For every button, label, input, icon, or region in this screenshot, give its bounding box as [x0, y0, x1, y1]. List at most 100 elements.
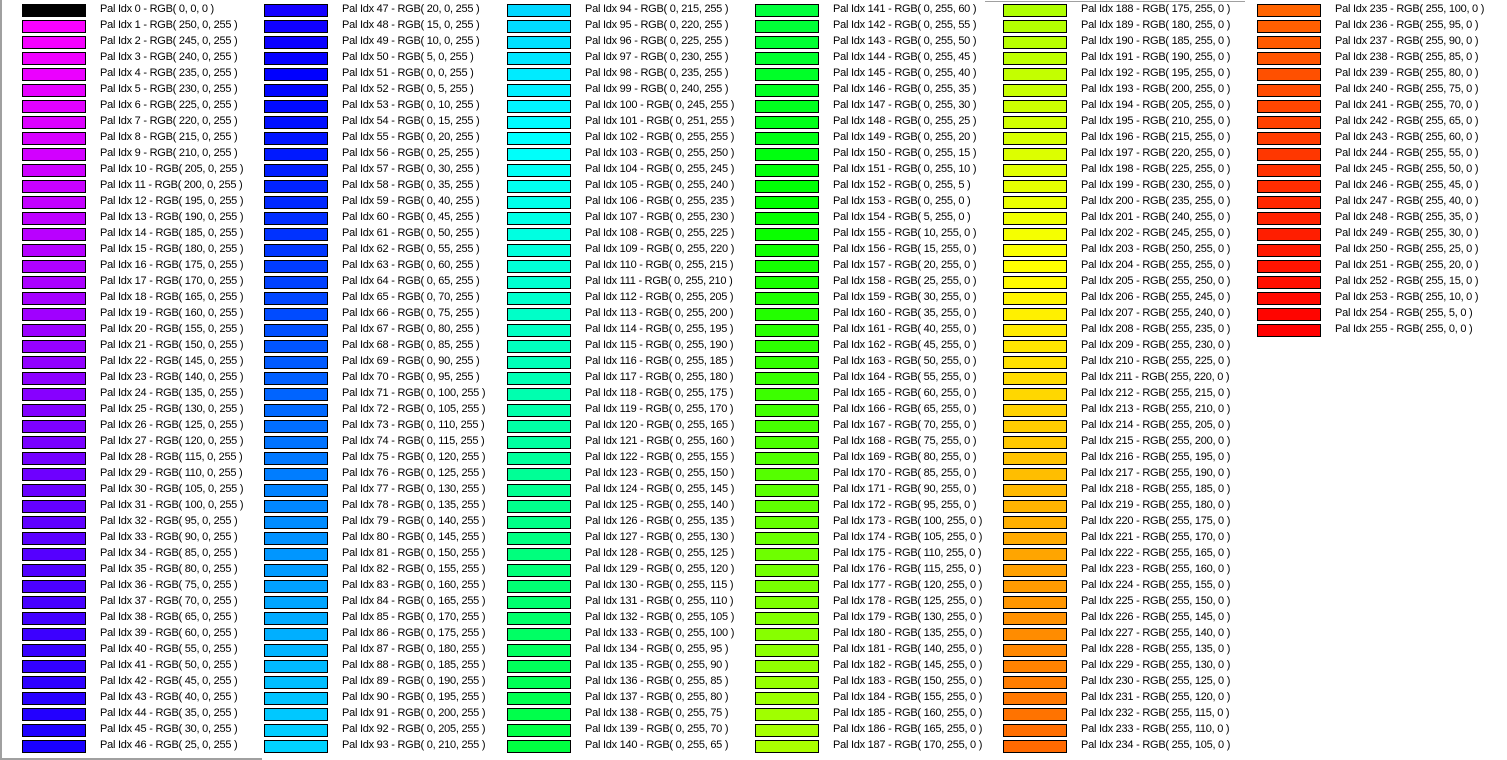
- palette-entry-label: Pal Idx 1 - RGB( 250, 0, 255 ): [100, 19, 238, 31]
- palette-entry-label: Pal Idx 249 - RGB( 255, 30, 0 ): [1335, 227, 1479, 239]
- palette-entry: Pal Idx 67 - RGB( 0, 80, 255 ): [264, 321, 512, 337]
- palette-entry-label: Pal Idx 85 - RGB( 0, 170, 255 ): [342, 611, 486, 623]
- palette-entry-label: Pal Idx 65 - RGB( 0, 70, 255 ): [342, 291, 480, 303]
- palette-entry-label: Pal Idx 231 - RGB( 255, 120, 0 ): [1081, 691, 1231, 703]
- palette-entry: Pal Idx 175 - RGB( 110, 255, 0 ): [755, 545, 1003, 561]
- color-swatch: [1003, 68, 1067, 81]
- palette-entry: Pal Idx 193 - RGB( 200, 255, 0 ): [1003, 81, 1251, 97]
- color-swatch: [755, 708, 819, 721]
- palette-entry: Pal Idx 207 - RGB( 255, 240, 0 ): [1003, 305, 1251, 321]
- palette-entry: Pal Idx 88 - RGB( 0, 185, 255 ): [264, 657, 512, 673]
- color-swatch: [264, 372, 328, 385]
- color-swatch: [1003, 532, 1067, 545]
- palette-entry-label: Pal Idx 93 - RGB( 0, 210, 255 ): [342, 739, 486, 751]
- palette-entry-label: Pal Idx 104 - RGB( 0, 255, 245 ): [585, 163, 735, 175]
- color-swatch: [1003, 196, 1067, 209]
- color-swatch: [755, 564, 819, 577]
- color-swatch: [507, 308, 571, 321]
- color-swatch: [22, 84, 86, 97]
- palette-entry: Pal Idx 55 - RGB( 0, 20, 255 ): [264, 129, 512, 145]
- palette-entry-label: Pal Idx 127 - RGB( 0, 255, 130 ): [585, 531, 735, 543]
- color-swatch: [22, 324, 86, 337]
- palette-entry-label: Pal Idx 235 - RGB( 255, 100, 0 ): [1335, 3, 1485, 15]
- palette-entry-label: Pal Idx 25 - RGB( 130, 0, 255 ): [100, 403, 244, 415]
- palette-entry: Pal Idx 242 - RGB( 255, 65, 0 ): [1257, 113, 1505, 129]
- palette-entry-label: Pal Idx 110 - RGB( 0, 255, 215 ): [585, 259, 734, 271]
- color-swatch: [507, 484, 571, 497]
- palette-entry-label: Pal Idx 253 - RGB( 255, 10, 0 ): [1335, 291, 1479, 303]
- palette-entry: Pal Idx 134 - RGB( 0, 255, 95 ): [507, 641, 755, 657]
- palette-entry: Pal Idx 230 - RGB( 255, 125, 0 ): [1003, 673, 1251, 689]
- palette-entry: Pal Idx 170 - RGB( 85, 255, 0 ): [755, 465, 1003, 481]
- color-swatch: [1003, 676, 1067, 689]
- color-swatch: [22, 180, 86, 193]
- color-swatch: [22, 404, 86, 417]
- palette-entry-label: Pal Idx 3 - RGB( 240, 0, 255 ): [100, 51, 238, 63]
- palette-entry: Pal Idx 105 - RGB( 0, 255, 240 ): [507, 177, 755, 193]
- palette-entry-label: Pal Idx 211 - RGB( 255, 220, 0 ): [1081, 371, 1230, 383]
- palette-entry: Pal Idx 11 - RGB( 200, 0, 255 ): [22, 177, 270, 193]
- color-swatch: [755, 644, 819, 657]
- color-swatch: [507, 580, 571, 593]
- palette-entry: Pal Idx 41 - RGB( 50, 0, 255 ): [22, 657, 270, 673]
- color-swatch: [755, 532, 819, 545]
- color-swatch: [264, 516, 328, 529]
- palette-entry-label: Pal Idx 185 - RGB( 160, 255, 0 ): [833, 707, 983, 719]
- palette-entry: Pal Idx 84 - RGB( 0, 165, 255 ): [264, 593, 512, 609]
- palette-entry-label: Pal Idx 136 - RGB( 0, 255, 85 ): [585, 675, 729, 687]
- palette-entry: Pal Idx 161 - RGB( 40, 255, 0 ): [755, 321, 1003, 337]
- color-swatch: [1257, 324, 1321, 337]
- palette-entry: Pal Idx 234 - RGB( 255, 105, 0 ): [1003, 737, 1251, 753]
- palette-entry-label: Pal Idx 109 - RGB( 0, 255, 220 ): [585, 243, 735, 255]
- palette-entry-label: Pal Idx 190 - RGB( 185, 255, 0 ): [1081, 35, 1231, 47]
- palette-entry: Pal Idx 106 - RGB( 0, 255, 235 ): [507, 193, 755, 209]
- palette-entry: Pal Idx 107 - RGB( 0, 255, 230 ): [507, 209, 755, 225]
- palette-entry: Pal Idx 247 - RGB( 255, 40, 0 ): [1257, 193, 1505, 209]
- palette-entry-label: Pal Idx 151 - RGB( 0, 255, 10 ): [833, 163, 977, 175]
- palette-entry: Pal Idx 31 - RGB( 100, 0, 255 ): [22, 497, 270, 513]
- color-swatch: [22, 20, 86, 33]
- palette-entry-label: Pal Idx 167 - RGB( 70, 255, 0 ): [833, 419, 977, 431]
- palette-entry: Pal Idx 142 - RGB( 0, 255, 55 ): [755, 17, 1003, 33]
- palette-entry: Pal Idx 212 - RGB( 255, 215, 0 ): [1003, 385, 1251, 401]
- color-swatch: [22, 692, 86, 705]
- palette-entry: Pal Idx 125 - RGB( 0, 255, 140 ): [507, 497, 755, 513]
- palette-entry-label: Pal Idx 236 - RGB( 255, 95, 0 ): [1335, 19, 1479, 31]
- color-swatch: [507, 4, 571, 17]
- palette-entry: Pal Idx 129 - RGB( 0, 255, 120 ): [507, 561, 755, 577]
- palette-entry: Pal Idx 34 - RGB( 85, 0, 255 ): [22, 545, 270, 561]
- palette-entry: Pal Idx 53 - RGB( 0, 10, 255 ): [264, 97, 512, 113]
- palette-entry: Pal Idx 126 - RGB( 0, 255, 135 ): [507, 513, 755, 529]
- palette-entry: Pal Idx 77 - RGB( 0, 130, 255 ): [264, 481, 512, 497]
- color-swatch: [755, 516, 819, 529]
- palette-entry: Pal Idx 254 - RGB( 255, 5, 0 ): [1257, 305, 1505, 321]
- palette-entry-label: Pal Idx 150 - RGB( 0, 255, 15 ): [833, 147, 977, 159]
- palette-entry: Pal Idx 25 - RGB( 130, 0, 255 ): [22, 401, 270, 417]
- palette-entry: Pal Idx 217 - RGB( 255, 190, 0 ): [1003, 465, 1251, 481]
- palette-entry: Pal Idx 121 - RGB( 0, 255, 160 ): [507, 433, 755, 449]
- palette-entry: Pal Idx 115 - RGB( 0, 255, 190 ): [507, 337, 755, 353]
- palette-entry-label: Pal Idx 107 - RGB( 0, 255, 230 ): [585, 211, 735, 223]
- palette-entry-label: Pal Idx 200 - RGB( 235, 255, 0 ): [1081, 195, 1231, 207]
- color-swatch: [507, 180, 571, 193]
- color-swatch: [264, 84, 328, 97]
- color-swatch: [1003, 212, 1067, 225]
- palette-entry: Pal Idx 208 - RGB( 255, 235, 0 ): [1003, 321, 1251, 337]
- palette-entry: Pal Idx 216 - RGB( 255, 195, 0 ): [1003, 449, 1251, 465]
- color-swatch: [755, 612, 819, 625]
- color-swatch: [755, 20, 819, 33]
- color-swatch: [755, 324, 819, 337]
- palette-entry-label: Pal Idx 227 - RGB( 255, 140, 0 ): [1081, 627, 1231, 639]
- palette-entry: Pal Idx 9 - RGB( 210, 0, 255 ): [22, 145, 270, 161]
- color-swatch: [755, 628, 819, 641]
- palette-entry-label: Pal Idx 208 - RGB( 255, 235, 0 ): [1081, 323, 1231, 335]
- palette-entry: Pal Idx 182 - RGB( 145, 255, 0 ): [755, 657, 1003, 673]
- palette-entry-label: Pal Idx 98 - RGB( 0, 235, 255 ): [585, 67, 729, 79]
- palette-entry-label: Pal Idx 229 - RGB( 255, 130, 0 ): [1081, 659, 1231, 671]
- palette-entry-label: Pal Idx 207 - RGB( 255, 240, 0 ): [1081, 307, 1231, 319]
- palette-entry: Pal Idx 141 - RGB( 0, 255, 60 ): [755, 1, 1003, 17]
- palette-entry: Pal Idx 140 - RGB( 0, 255, 65 ): [507, 737, 755, 753]
- palette-entry: Pal Idx 90 - RGB( 0, 195, 255 ): [264, 689, 512, 705]
- color-swatch: [22, 68, 86, 81]
- color-swatch: [264, 628, 328, 641]
